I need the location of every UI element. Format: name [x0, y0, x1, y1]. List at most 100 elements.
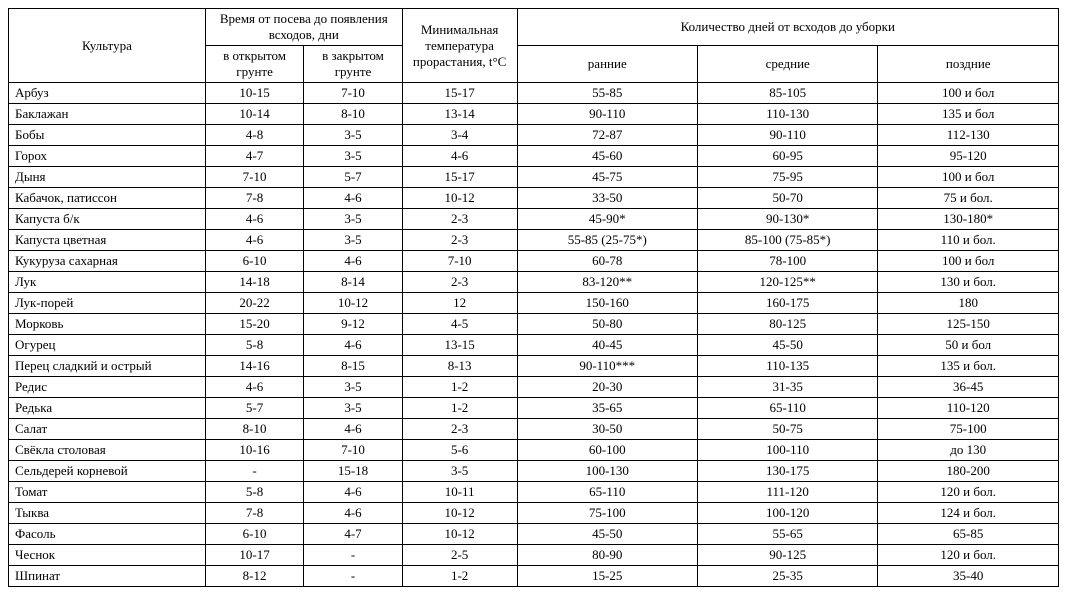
- cell-mid: 60-95: [697, 146, 877, 167]
- cell-late: 50 и бол: [878, 335, 1059, 356]
- cell-early: 40-45: [517, 335, 697, 356]
- cell-min-temp: 15-17: [402, 167, 517, 188]
- cell-early: 45-75: [517, 167, 697, 188]
- header-early: ранние: [517, 46, 697, 83]
- cell-min-temp: 2-5: [402, 545, 517, 566]
- cell-early: 35-65: [517, 398, 697, 419]
- cell-min-temp: 13-14: [402, 104, 517, 125]
- cell-early: 100-130: [517, 461, 697, 482]
- cell-early: 45-90*: [517, 209, 697, 230]
- cell-min-temp: 10-12: [402, 188, 517, 209]
- cell-crop: Баклажан: [9, 104, 206, 125]
- header-closed-ground: в закрытом грунте: [304, 46, 402, 83]
- crop-table: Культура Время от посева до появления вс…: [8, 8, 1059, 587]
- cell-crop: Дыня: [9, 167, 206, 188]
- cell-crop: Редька: [9, 398, 206, 419]
- cell-early: 30-50: [517, 419, 697, 440]
- cell-crop: Капуста б/к: [9, 209, 206, 230]
- cell-closed-ground: 3-5: [304, 146, 402, 167]
- cell-late: 35-40: [878, 566, 1059, 587]
- table-row: Баклажан10-148-1013-1490-110110-130135 и…: [9, 104, 1059, 125]
- cell-mid: 80-125: [697, 314, 877, 335]
- cell-late: 36-45: [878, 377, 1059, 398]
- cell-late: 180-200: [878, 461, 1059, 482]
- cell-late: 120 и бол.: [878, 545, 1059, 566]
- table-row: Сельдерей корневой-15-183-5100-130130-17…: [9, 461, 1059, 482]
- table-row: Салат8-104-62-330-5050-7575-100: [9, 419, 1059, 440]
- table-row: Бобы4-83-53-472-8790-110112-130: [9, 125, 1059, 146]
- cell-crop: Лук: [9, 272, 206, 293]
- table-row: Капуста цветная4-63-52-355-85 (25-75*)85…: [9, 230, 1059, 251]
- cell-open-ground: 4-6: [205, 377, 303, 398]
- cell-early: 80-90: [517, 545, 697, 566]
- cell-mid: 75-95: [697, 167, 877, 188]
- cell-open-ground: 10-15: [205, 83, 303, 104]
- cell-early: 83-120**: [517, 272, 697, 293]
- table-row: Перец сладкий и острый14-168-158-1390-11…: [9, 356, 1059, 377]
- cell-late: 120 и бол.: [878, 482, 1059, 503]
- cell-closed-ground: -: [304, 566, 402, 587]
- cell-closed-ground: 5-7: [304, 167, 402, 188]
- cell-mid: 100-120: [697, 503, 877, 524]
- cell-early: 90-110: [517, 104, 697, 125]
- cell-closed-ground: 3-5: [304, 230, 402, 251]
- table-row: Чеснок10-17-2-580-9090-125120 и бол.: [9, 545, 1059, 566]
- cell-min-temp: 8-13: [402, 356, 517, 377]
- cell-min-temp: 1-2: [402, 566, 517, 587]
- cell-crop: Чеснок: [9, 545, 206, 566]
- cell-early: 15-25: [517, 566, 697, 587]
- cell-open-ground: 4-6: [205, 230, 303, 251]
- cell-min-temp: 10-12: [402, 503, 517, 524]
- cell-open-ground: 6-10: [205, 251, 303, 272]
- header-mid: средние: [697, 46, 877, 83]
- cell-open-ground: 5-8: [205, 482, 303, 503]
- cell-closed-ground: 3-5: [304, 377, 402, 398]
- cell-late: 110 и бол.: [878, 230, 1059, 251]
- cell-closed-ground: 8-15: [304, 356, 402, 377]
- cell-mid: 110-135: [697, 356, 877, 377]
- cell-crop: Горох: [9, 146, 206, 167]
- cell-closed-ground: -: [304, 545, 402, 566]
- cell-early: 33-50: [517, 188, 697, 209]
- cell-crop: Лук-порей: [9, 293, 206, 314]
- cell-min-temp: 7-10: [402, 251, 517, 272]
- cell-crop: Морковь: [9, 314, 206, 335]
- header-sowing-group: Время от посева до появления всходов, дн…: [205, 9, 402, 46]
- cell-mid: 85-105: [697, 83, 877, 104]
- table-row: Лук14-188-142-383-120**120-125**130 и бо…: [9, 272, 1059, 293]
- table-row: Огурец5-84-613-1540-4545-5050 и бол: [9, 335, 1059, 356]
- cell-late: 124 и бол.: [878, 503, 1059, 524]
- cell-closed-ground: 7-10: [304, 440, 402, 461]
- table-row: Лук-порей20-2210-1212150-160160-175180: [9, 293, 1059, 314]
- cell-late: 125-150: [878, 314, 1059, 335]
- cell-open-ground: -: [205, 461, 303, 482]
- cell-mid: 130-175: [697, 461, 877, 482]
- cell-mid: 160-175: [697, 293, 877, 314]
- cell-mid: 50-75: [697, 419, 877, 440]
- cell-early: 55-85: [517, 83, 697, 104]
- cell-late: 112-130: [878, 125, 1059, 146]
- table-row: Дыня7-105-715-1745-7575-95100 и бол: [9, 167, 1059, 188]
- cell-early: 150-160: [517, 293, 697, 314]
- cell-closed-ground: 8-10: [304, 104, 402, 125]
- cell-open-ground: 6-10: [205, 524, 303, 545]
- cell-open-ground: 4-8: [205, 125, 303, 146]
- cell-open-ground: 14-18: [205, 272, 303, 293]
- cell-open-ground: 5-7: [205, 398, 303, 419]
- cell-open-ground: 8-10: [205, 419, 303, 440]
- cell-late: 135 и бол.: [878, 356, 1059, 377]
- cell-min-temp: 12: [402, 293, 517, 314]
- cell-open-ground: 14-16: [205, 356, 303, 377]
- cell-open-ground: 7-8: [205, 503, 303, 524]
- cell-min-temp: 10-12: [402, 524, 517, 545]
- cell-crop: Свёкла столовая: [9, 440, 206, 461]
- cell-crop: Бобы: [9, 125, 206, 146]
- cell-mid: 78-100: [697, 251, 877, 272]
- table-row: Шпинат8-12-1-215-2525-3535-40: [9, 566, 1059, 587]
- table-row: Кукуруза сахарная6-104-67-1060-7878-1001…: [9, 251, 1059, 272]
- cell-mid: 120-125**: [697, 272, 877, 293]
- cell-crop: Огурец: [9, 335, 206, 356]
- cell-closed-ground: 7-10: [304, 83, 402, 104]
- cell-early: 60-78: [517, 251, 697, 272]
- cell-early: 45-60: [517, 146, 697, 167]
